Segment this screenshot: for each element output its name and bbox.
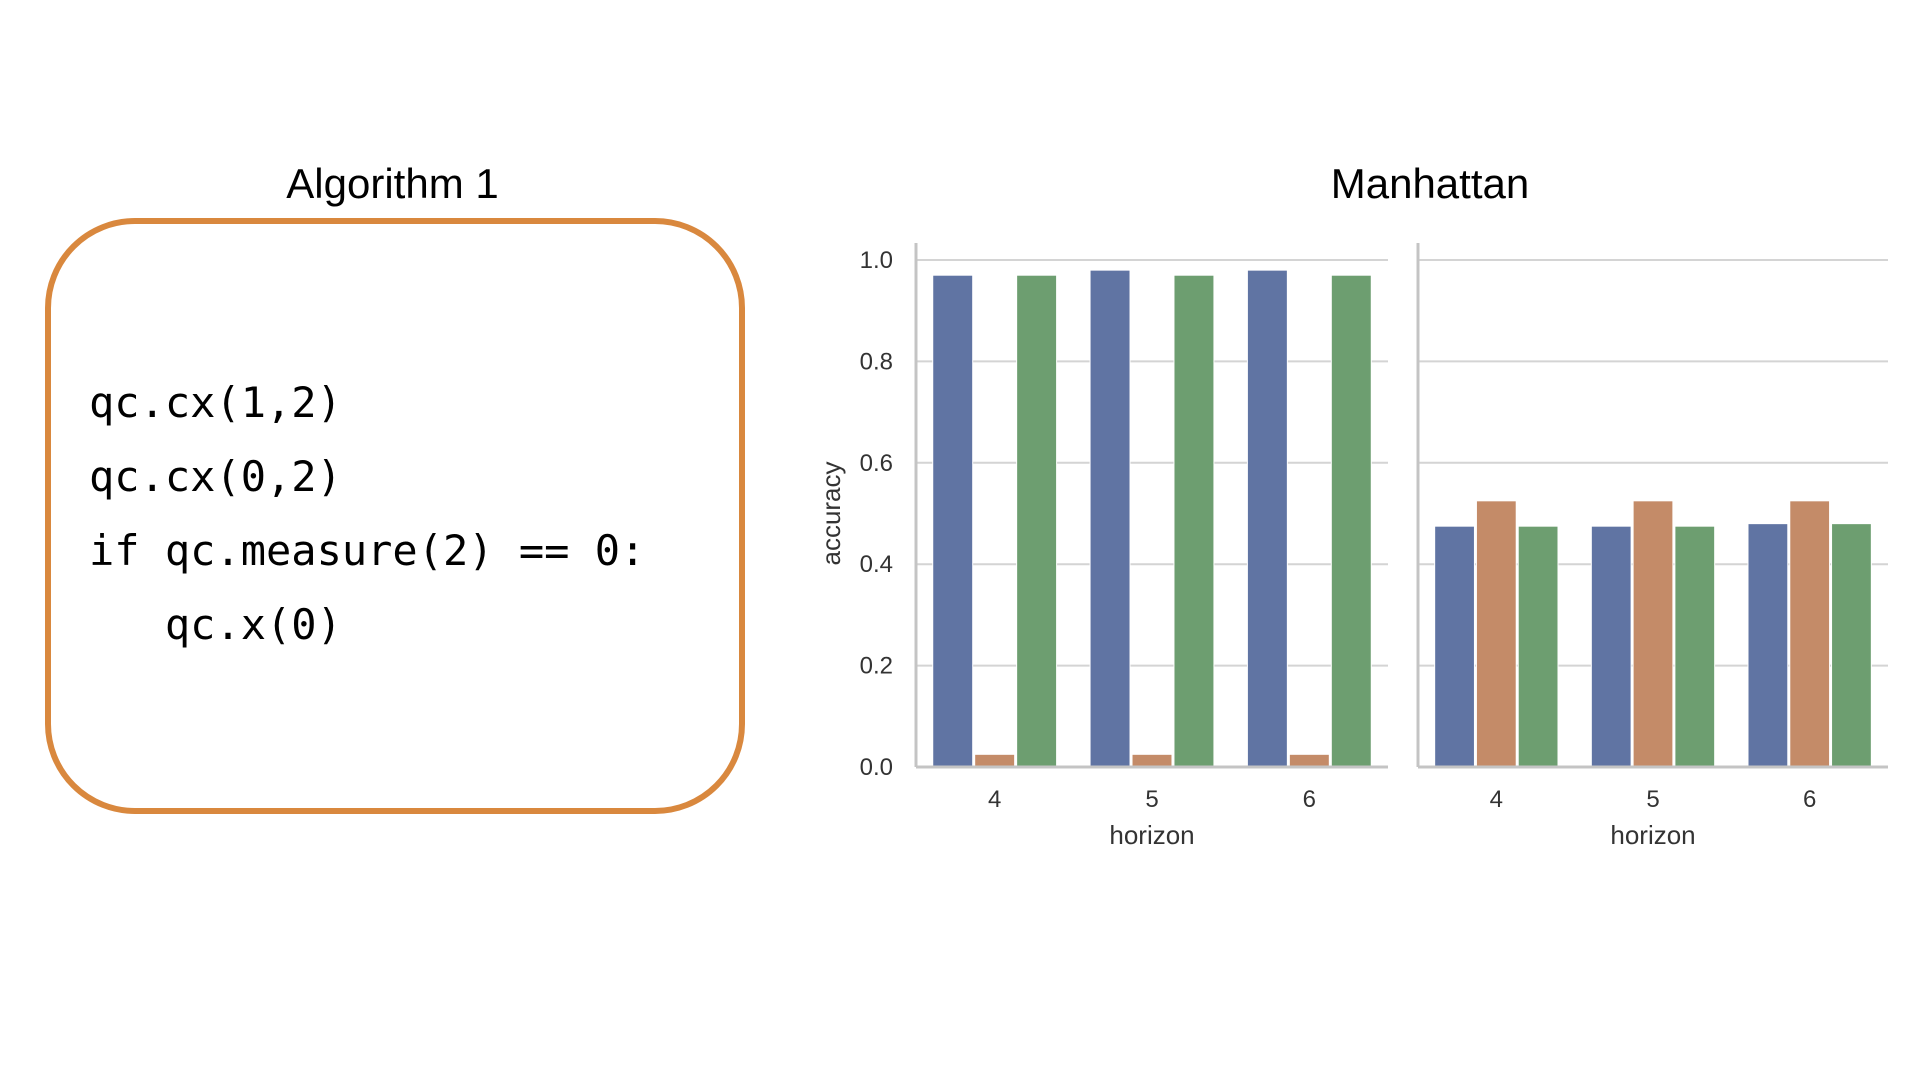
bar [1173, 274, 1215, 768]
x-tick-label: 5 [1646, 786, 1659, 813]
bar [1674, 525, 1716, 768]
x-axis-label: horizon [1109, 820, 1194, 850]
bar [1789, 500, 1831, 768]
bar [1517, 525, 1559, 768]
x-tick-label: 6 [1803, 786, 1816, 813]
bar [1089, 269, 1131, 768]
x-tick-label: 4 [988, 786, 1001, 813]
y-tick-label: 0.0 [860, 754, 893, 781]
y-tick-label: 0.4 [860, 551, 893, 578]
bar [1632, 500, 1674, 768]
code-line: qc.x(0) [89, 600, 342, 649]
code-line: qc.cx(1,2) [89, 378, 342, 427]
chart-title: Manhattan [1330, 160, 1530, 207]
code-box [45, 218, 745, 814]
code-line: qc.cx(0,2) [89, 452, 342, 501]
bar [1131, 753, 1173, 768]
bar [1330, 274, 1372, 768]
x-tick-label: 6 [1303, 786, 1316, 813]
bar [974, 753, 1016, 768]
algorithm-title: Algorithm 1 [286, 160, 499, 207]
code-line: if qc.measure(2) == 0: [89, 526, 646, 575]
bar [1246, 269, 1288, 768]
bar [1016, 274, 1058, 768]
x-tick-label: 4 [1490, 786, 1503, 813]
bar [1831, 523, 1872, 768]
y-axis-label: accuracy [816, 461, 846, 565]
bar [1590, 525, 1632, 768]
bar [1434, 525, 1475, 768]
x-axis-label: horizon [1610, 820, 1695, 850]
bar [1288, 753, 1330, 768]
bar [1747, 523, 1789, 768]
y-tick-label: 1.0 [860, 247, 893, 274]
bar [1475, 500, 1517, 768]
bar [932, 274, 974, 768]
x-tick-label: 5 [1145, 786, 1158, 813]
y-tick-label: 0.6 [860, 450, 893, 477]
y-tick-label: 0.2 [860, 653, 893, 680]
y-tick-label: 0.8 [860, 348, 893, 375]
